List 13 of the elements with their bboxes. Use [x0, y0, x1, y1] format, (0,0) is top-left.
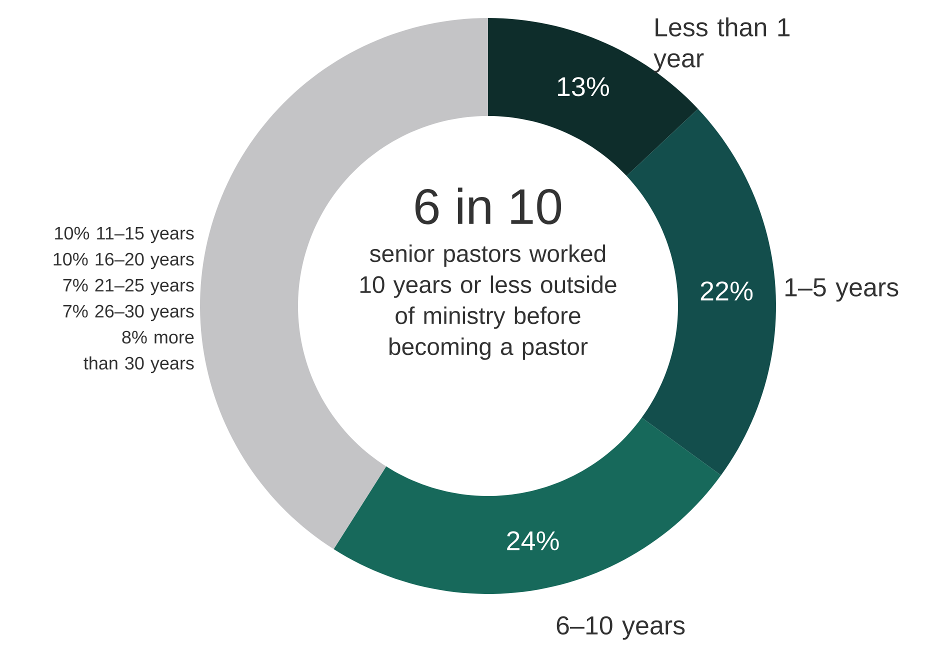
text: 6 in 10	[415, 188, 562, 224]
slice-label: 1–5 years	[786, 278, 898, 302]
text: 7% 26–30 years	[63, 304, 194, 322]
data-label: 24%	[507, 531, 559, 550]
data-label: 13%	[558, 77, 609, 96]
slice-label: Less than 1 year	[654, 17, 790, 73]
data-label: 22%	[700, 281, 753, 300]
slice-label: 6–10 years	[556, 616, 685, 640]
text: senior pastors worked 10 years or less outside of ministry before becoming a pastor	[360, 244, 616, 360]
text: 7% 21–25 years	[63, 278, 194, 296]
text: 8% more than 30 years	[84, 330, 194, 374]
text: 10% 16–20 years	[54, 252, 194, 270]
text: 10% 11–15 years	[55, 226, 194, 244]
